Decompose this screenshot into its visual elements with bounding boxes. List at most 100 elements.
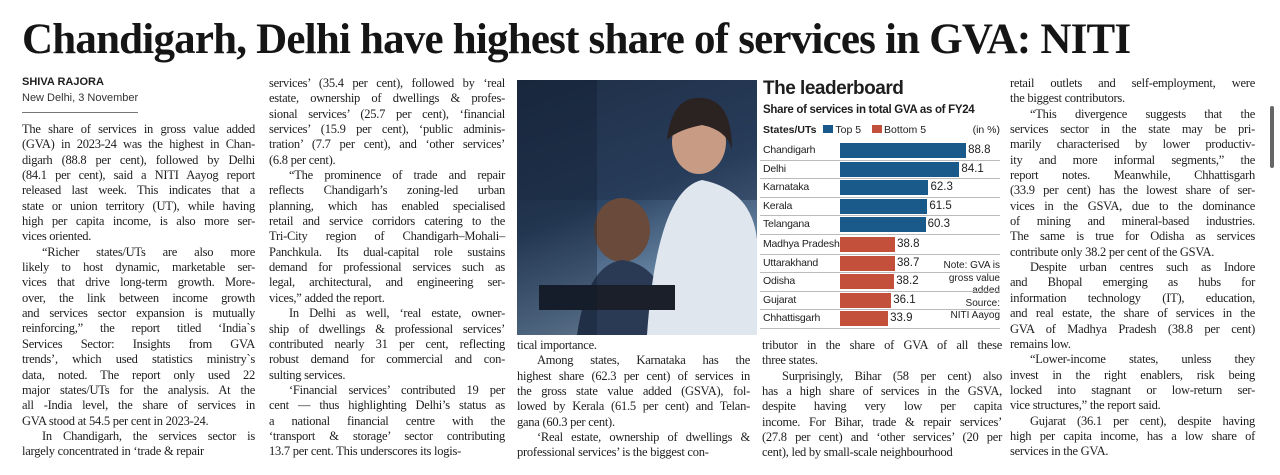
bar-label: Delhi [763,162,786,175]
text-line: and Bhopal emerging as hubs for [1010,275,1255,290]
text-line: “The prominence of trade and repair [289,168,505,183]
text-line: tical importance. [517,338,597,352]
text-line: The same is true for Odisha as services [1010,229,1255,244]
bar-label: Telangana [763,218,810,231]
text-line: information technology (IT), education, [1010,290,1255,305]
text-line: vices oriented. [22,229,92,244]
text-line: largely concentrated in ‘trade & repair [22,444,204,459]
text-line: cent — thus highlighting Delhi’s status … [269,398,505,413]
bar-value-label: 38.2 [896,275,919,288]
text-line: cent), led by small-scale neighbourhood [762,445,953,460]
note-line: gross value [948,272,1000,284]
call-center-photo [517,80,757,335]
text-line: remains low. [1010,336,1071,351]
text-line: all -India level, the share of services … [22,398,255,413]
text-line: Surprisingly, Bihar (58 per cent) also [782,368,1002,383]
byline: SHIVA RAJORA [22,76,104,88]
article-column-5: retail outlets and self-employment, were… [1010,76,1255,460]
text-line: and services sector expansion is mutuall… [22,306,255,321]
text-line: state or union territory (UT), while hav… [22,198,255,213]
text-line: the gross state value added (GSVA), fol- [517,384,750,399]
text-line: contributed nearly 31 per cent, reflecti… [269,336,505,351]
text-line: vice structures,” the report said. [1010,398,1161,413]
legend-bottom-label: Bottom 5 [884,124,927,136]
row-divider [760,253,1000,255]
text-line: tration’ (7.7 per cent), and ‘other serv… [269,137,505,152]
row-divider [760,159,1000,161]
text-line: ‘Financial services’ contributed 19 per [289,382,505,397]
bar-label: Karnataka [763,181,810,194]
bar-label: Odisha [763,275,796,288]
text-line: legal, architectural, and engineering se… [269,275,505,290]
note-line: NITI Aayog [950,310,1000,321]
text-line: Services Sector: Insights from GVA [22,336,255,351]
text-line: planning, which has enabled specialised [269,198,505,213]
byline-rule [22,112,138,113]
bar-value-label: 84.1 [961,162,984,175]
text-line: Tri-City region of Chandigarh–Mohali– [269,229,505,244]
text-line: invest in the right enablers, risk being [1010,367,1255,382]
row-divider [760,178,1000,180]
text-line: professional services’ is the biggest co… [517,445,709,460]
text-line: ity and more informal segments,” the [1010,152,1255,167]
bar-label: Madhya Pradesh [763,238,840,250]
legend-axis-label: States/UTs [763,124,817,136]
row-divider [760,234,1000,235]
bar-value-label: 88.8 [968,144,991,156]
bar-value-label: 62.3 [930,181,953,194]
text-line: reflects Chandigarh’s zoning-led urban [269,183,505,198]
text-line: Panchkula. Its dual-capital role sustain… [269,244,505,259]
text-line: “Lower-income states, unless they [1030,352,1255,367]
text-line: (33.9 per cent) has the lowest share of … [1010,183,1255,198]
text-line: reinforcing,” the report titled ‘India`s [22,321,255,336]
bar [840,161,960,177]
row-divider [760,328,1000,329]
note-line: Note: GVA is [943,260,1000,271]
text-line: demand for professional services such as [269,260,505,275]
text-line: highest share (62.3 per cent) of service… [517,368,750,383]
text-line: (27.8 per cent) and ‘other services’ (20… [762,430,1002,445]
text-line: vices that drive long-term growth. More- [22,275,255,290]
text-line: sional services’ (25.7 per cent), ‘finan… [269,106,505,121]
bar [840,237,896,252]
text-line: services in the GVA. [1010,444,1109,459]
text-line: 13.7 per cent. This underscores its logi… [269,444,462,459]
photo-illustration [517,80,757,335]
bar-value-label: 38.8 [897,238,920,250]
bar-label: Chhattisgarh [763,312,821,325]
text-line: vices,” added the report. [269,290,385,305]
text-line: high per capita income, has a low share … [1010,428,1255,443]
text-line: (84.1 per cent), said a NITI Aayog repor… [22,168,255,183]
row-divider [760,215,1000,217]
text-line: and real estate, the share of services i… [1010,306,1255,321]
text-line: of mining and mineral-based industries. [1010,214,1255,229]
bar [840,255,895,271]
text-line: ‘transport & storage’ sector contributin… [269,428,505,443]
text-line: a national financial centre with the [269,413,505,428]
text-line: estate, ownership of dwellings & profes- [269,91,505,106]
text-line: the biggest contributors. [1010,91,1125,106]
bar [840,311,889,327]
row-divider [760,309,1000,311]
bar [840,292,892,308]
leaderboard-chart: The leaderboard Share of services in tot… [760,78,1002,336]
text-line: The share of services in gross value add… [22,122,255,136]
text-line: (GVA) in 2023-24 was the highest in Chan… [22,137,255,152]
bar-label: Chandigarh [763,144,816,156]
dateline: New Delhi, 3 November [22,92,139,104]
legend-swatch-top [823,125,834,133]
bar [840,143,967,158]
text-line: data, noted. The report only used 22 [22,367,255,382]
text-line: over, the link between income growth [22,290,255,305]
text-line: In Delhi as well, ‘real estate, owner- [289,306,505,321]
text-line: marily characterised by lower productiv- [1010,137,1255,152]
text-line: retail and service corridors catering to… [269,214,505,229]
bar [840,198,928,214]
row-divider [760,196,1000,198]
chart-legend: States/UTs Top 5 Bottom 5 (in %) [763,124,1000,136]
headline: Chandigarh, Delhi have highest share of … [22,16,1131,63]
row-divider [760,272,1000,274]
text-line: Gujarat (36.1 per cent), despite having [1030,413,1255,428]
text-line: vices in the GSVA, due to the dominance [1010,198,1255,213]
article-column-3: tical importance. Among states, Karnataka… [517,338,750,461]
